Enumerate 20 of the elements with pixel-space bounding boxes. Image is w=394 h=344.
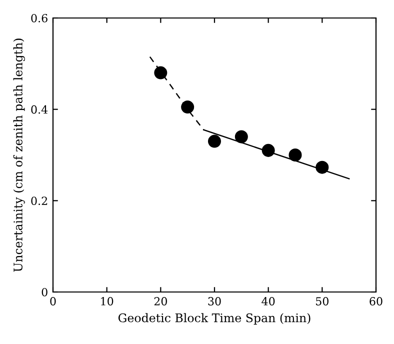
- x-tick-label: 50: [316, 297, 328, 306]
- point: [234, 130, 248, 144]
- x-tick-label: 60: [370, 297, 382, 306]
- point: [288, 148, 302, 162]
- x-tick-label: 40: [262, 297, 275, 306]
- y-tick-label: 0.2: [31, 196, 48, 206]
- point: [208, 134, 222, 148]
- x-tick-label: 10: [101, 297, 114, 306]
- point: [154, 66, 168, 80]
- x-tick-label: 30: [208, 297, 221, 306]
- y-axis-title: Uncertainity (cm of zenith path length): [13, 38, 25, 272]
- y-tick-label: 0.4: [31, 105, 48, 114]
- x-tick-label: 20: [154, 297, 167, 306]
- y-tick-label: 0.6: [31, 14, 48, 22]
- y-tick-label: 0: [42, 288, 48, 296]
- x-axis-title: Geodetic Block Time Span (min): [118, 313, 310, 325]
- point: [316, 160, 329, 174]
- x-tick-label: 0: [50, 297, 56, 306]
- point: [262, 144, 275, 157]
- point: [181, 100, 194, 114]
